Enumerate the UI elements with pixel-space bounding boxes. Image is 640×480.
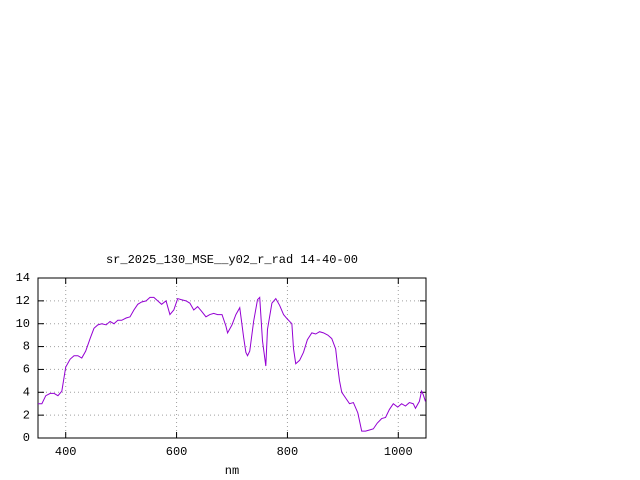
data-line bbox=[38, 296, 426, 432]
x-tick-label: 800 bbox=[277, 445, 299, 459]
x-tick-label: 400 bbox=[55, 445, 77, 459]
x-tick-label: 1000 bbox=[384, 445, 413, 459]
y-tick-label: 6 bbox=[23, 363, 30, 377]
y-tick-label: 0 bbox=[23, 431, 30, 445]
chart-title: sr_2025_130_MSE__y02_r_rad 14-40-00 bbox=[106, 253, 358, 267]
y-tick-label: 10 bbox=[16, 317, 30, 331]
y-tick-label: 14 bbox=[16, 271, 30, 285]
x-tick-label: 600 bbox=[166, 445, 188, 459]
y-tick-label: 2 bbox=[23, 408, 30, 422]
y-tick-label: 8 bbox=[23, 340, 30, 354]
plot-border bbox=[37, 277, 427, 439]
x-axis-label: nm bbox=[225, 464, 239, 478]
y-tick-label: 4 bbox=[23, 385, 30, 399]
y-tick-label: 12 bbox=[16, 294, 30, 308]
